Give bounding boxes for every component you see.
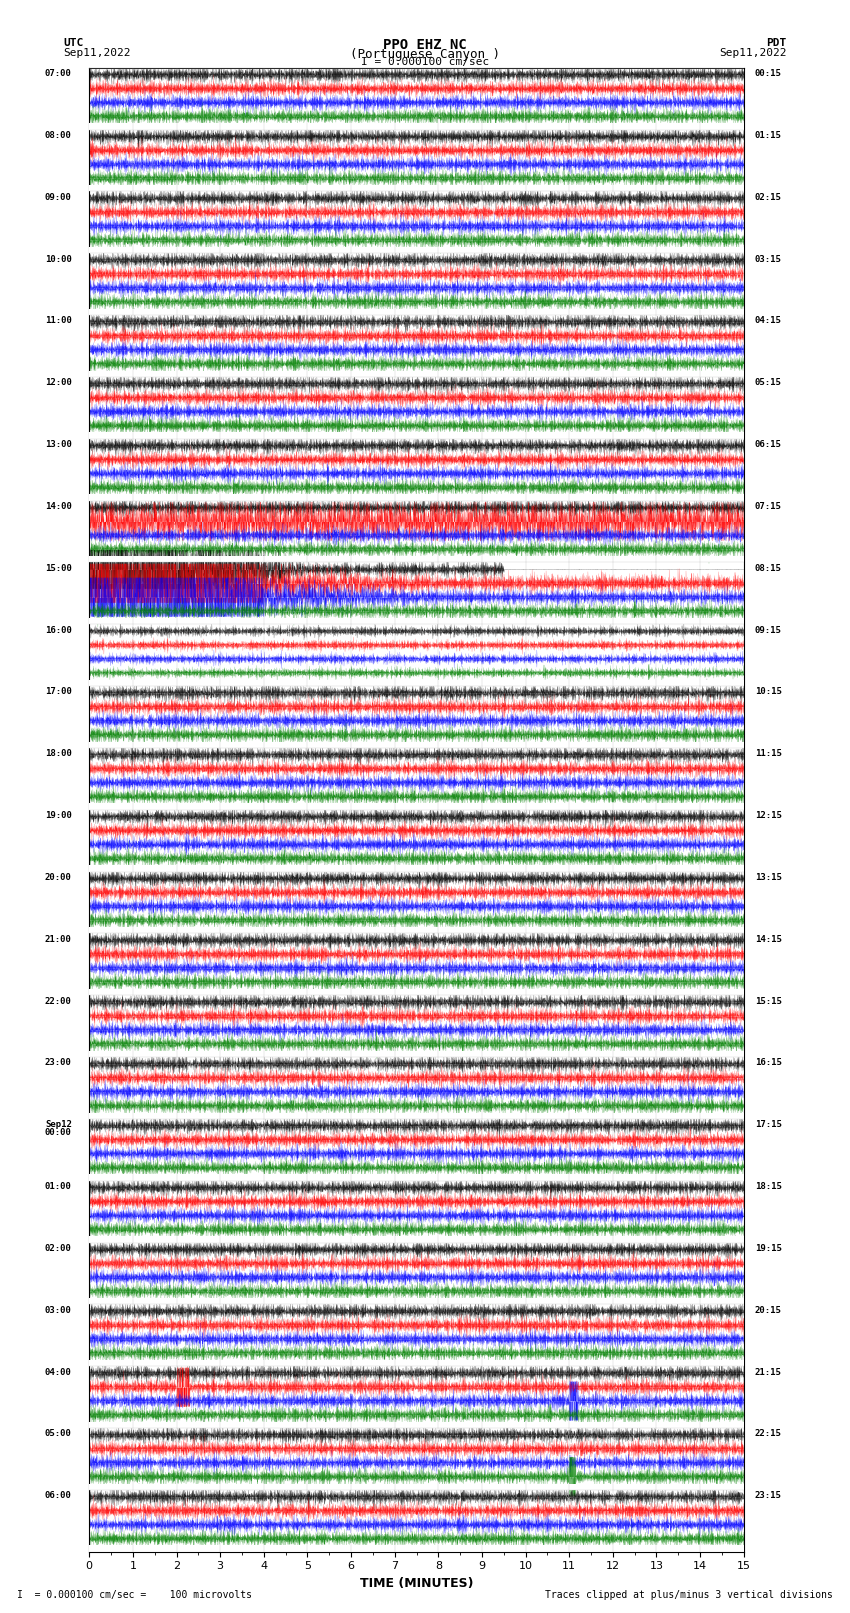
Text: 21:15: 21:15 xyxy=(755,1368,781,1376)
Text: (Portuguese Canyon ): (Portuguese Canyon ) xyxy=(350,47,500,61)
Text: 01:15: 01:15 xyxy=(755,131,781,140)
Bar xyxy=(89,1174,744,1181)
Text: 22:00: 22:00 xyxy=(45,997,71,1005)
Text: 05:00: 05:00 xyxy=(45,1429,71,1439)
Text: UTC: UTC xyxy=(64,37,84,48)
Text: 13:00: 13:00 xyxy=(45,440,71,448)
Text: 08:15: 08:15 xyxy=(755,565,781,573)
Text: 17:15: 17:15 xyxy=(755,1121,781,1129)
Text: 02:00: 02:00 xyxy=(45,1244,71,1253)
Bar xyxy=(89,1298,744,1305)
Text: 16:00: 16:00 xyxy=(45,626,71,634)
Bar xyxy=(89,803,744,810)
Bar xyxy=(89,679,744,686)
Text: 08:00: 08:00 xyxy=(45,131,71,140)
Text: 11:00: 11:00 xyxy=(45,316,71,326)
Bar xyxy=(89,1236,744,1242)
Text: 17:00: 17:00 xyxy=(45,687,71,697)
Bar xyxy=(89,1360,744,1366)
Text: 10:00: 10:00 xyxy=(45,255,71,263)
Text: 11:15: 11:15 xyxy=(755,750,781,758)
Text: 23:00: 23:00 xyxy=(45,1058,71,1068)
Text: 04:15: 04:15 xyxy=(755,316,781,326)
Text: 01:00: 01:00 xyxy=(45,1182,71,1190)
Text: 06:15: 06:15 xyxy=(755,440,781,448)
Text: 03:00: 03:00 xyxy=(45,1307,71,1315)
Text: 07:00: 07:00 xyxy=(45,69,71,77)
Text: 15:15: 15:15 xyxy=(755,997,781,1005)
Bar xyxy=(89,1050,744,1057)
Bar xyxy=(89,1484,744,1490)
Bar xyxy=(89,247,744,253)
Text: 00:15: 00:15 xyxy=(755,69,781,77)
Bar xyxy=(89,989,744,995)
Bar xyxy=(89,618,744,624)
Text: Sep11,2022: Sep11,2022 xyxy=(719,47,786,58)
Text: 10:15: 10:15 xyxy=(755,687,781,697)
Bar xyxy=(89,494,744,500)
Text: 18:00: 18:00 xyxy=(45,750,71,758)
Text: 04:00: 04:00 xyxy=(45,1368,71,1376)
Bar xyxy=(89,556,744,563)
Text: 16:15: 16:15 xyxy=(755,1058,781,1068)
Text: PPO EHZ NC: PPO EHZ NC xyxy=(383,37,467,52)
Text: 19:00: 19:00 xyxy=(45,811,71,819)
Text: 07:15: 07:15 xyxy=(755,502,781,511)
Bar xyxy=(89,1421,744,1428)
Text: 19:15: 19:15 xyxy=(755,1244,781,1253)
Bar xyxy=(89,1113,744,1119)
Text: 12:00: 12:00 xyxy=(45,379,71,387)
Text: 13:15: 13:15 xyxy=(755,873,781,882)
Text: 14:00: 14:00 xyxy=(45,502,71,511)
Text: 09:00: 09:00 xyxy=(45,194,71,202)
Bar xyxy=(89,185,744,192)
Text: Traces clipped at plus/minus 3 vertical divisions: Traces clipped at plus/minus 3 vertical … xyxy=(545,1590,833,1600)
Text: 05:15: 05:15 xyxy=(755,379,781,387)
Text: 22:15: 22:15 xyxy=(755,1429,781,1439)
Text: 12:15: 12:15 xyxy=(755,811,781,819)
Text: 09:15: 09:15 xyxy=(755,626,781,634)
Text: Sep11,2022: Sep11,2022 xyxy=(64,47,131,58)
Text: 23:15: 23:15 xyxy=(755,1492,781,1500)
Text: 18:15: 18:15 xyxy=(755,1182,781,1190)
Bar xyxy=(89,927,744,934)
Text: Sep12: Sep12 xyxy=(45,1121,71,1129)
Bar xyxy=(89,1545,744,1552)
Bar xyxy=(89,371,744,377)
Bar xyxy=(89,123,744,129)
Text: 20:00: 20:00 xyxy=(45,873,71,882)
X-axis label: TIME (MINUTES): TIME (MINUTES) xyxy=(360,1578,473,1590)
Text: Ι  = 0.000100 cm/sec =    100 microvolts: Ι = 0.000100 cm/sec = 100 microvolts xyxy=(17,1590,252,1600)
Text: 00:00: 00:00 xyxy=(45,1129,71,1137)
Text: 06:00: 06:00 xyxy=(45,1492,71,1500)
Text: 03:15: 03:15 xyxy=(755,255,781,263)
Bar xyxy=(89,308,744,315)
Text: PDT: PDT xyxy=(766,37,786,48)
Text: 21:00: 21:00 xyxy=(45,936,71,944)
Text: 20:15: 20:15 xyxy=(755,1307,781,1315)
Bar xyxy=(89,742,744,748)
Text: I = 0.000100 cm/sec: I = 0.000100 cm/sec xyxy=(361,58,489,68)
Text: 15:00: 15:00 xyxy=(45,565,71,573)
Text: 14:15: 14:15 xyxy=(755,936,781,944)
Text: 02:15: 02:15 xyxy=(755,194,781,202)
Bar xyxy=(89,865,744,871)
Bar xyxy=(89,432,744,439)
